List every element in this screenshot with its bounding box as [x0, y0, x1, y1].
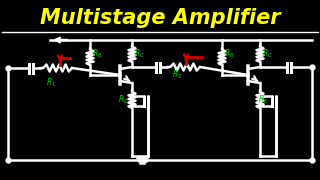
Text: $R_C$: $R_C$ [134, 47, 145, 60]
Text: Multistage Amplifier: Multistage Amplifier [40, 8, 280, 28]
Text: $R_B$: $R_B$ [224, 47, 235, 60]
Text: $R_E$: $R_E$ [258, 93, 269, 105]
Text: $R_2$: $R_2$ [172, 68, 182, 80]
Text: $R_B$: $R_B$ [92, 47, 103, 60]
Text: $R_C$: $R_C$ [262, 47, 273, 60]
Text: $R_E$: $R_E$ [118, 93, 129, 105]
Text: $R_1$: $R_1$ [46, 76, 56, 89]
